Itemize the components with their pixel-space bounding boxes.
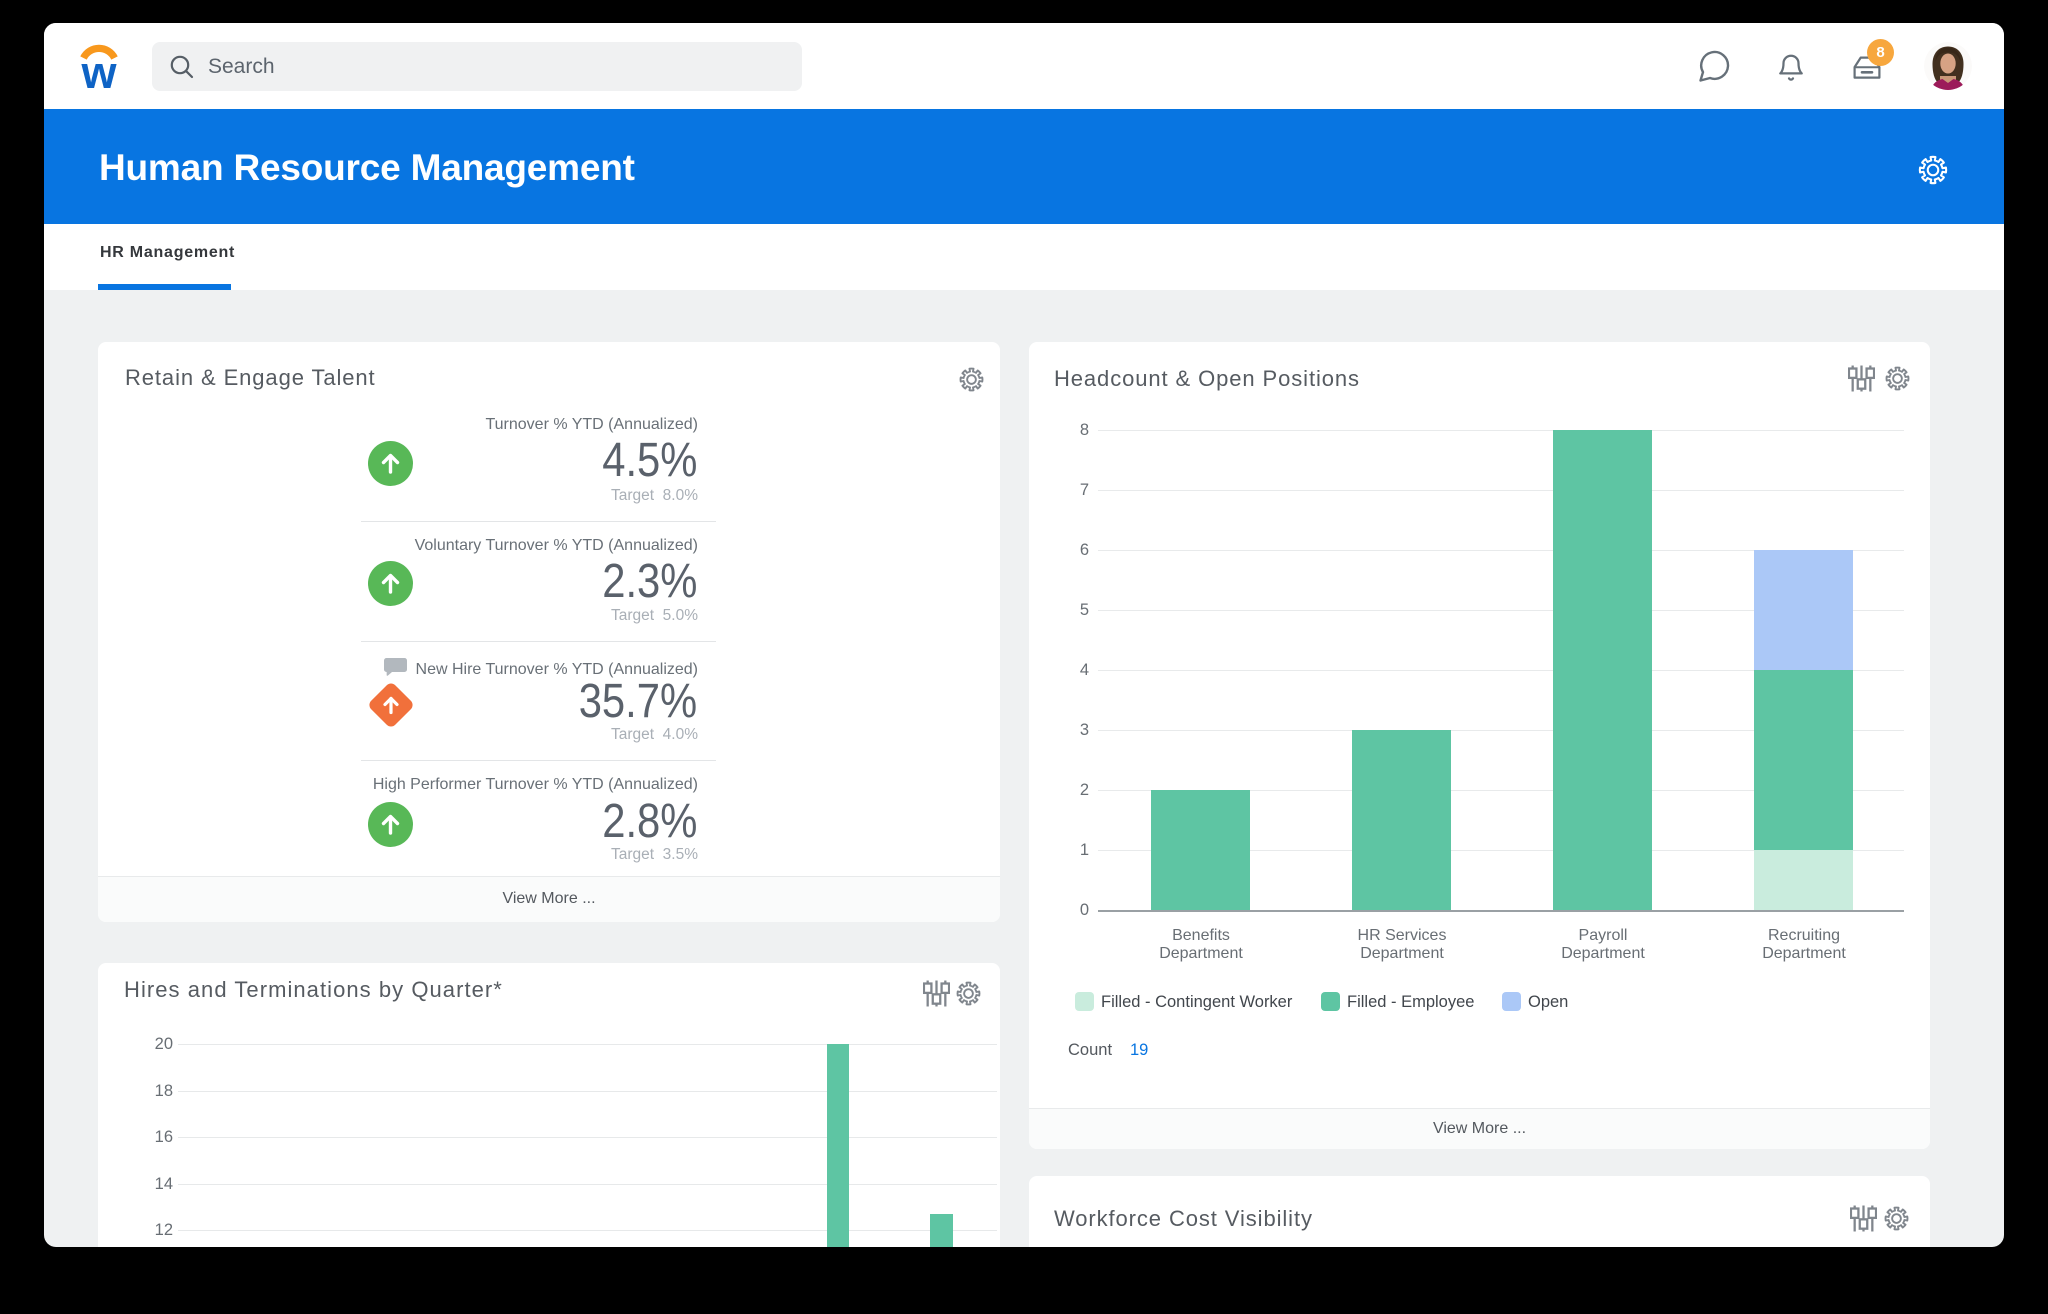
svg-text:w: w: [80, 47, 117, 90]
